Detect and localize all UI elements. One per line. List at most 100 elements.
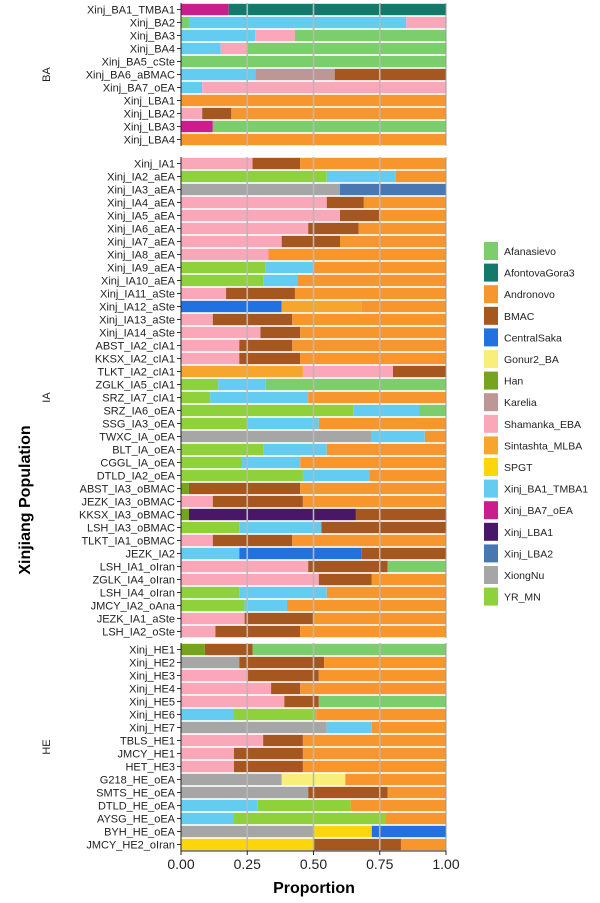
bar-segment-andronovo — [371, 721, 446, 734]
bar-segment-xinj-ba1-tmba1 — [181, 42, 221, 55]
bar-segment-andronovo — [316, 708, 446, 721]
bar-segment-xinj-ba1-tmba1 — [239, 586, 327, 599]
legend-label: Andronovo — [504, 289, 555, 301]
bar-segment-andronovo — [350, 799, 446, 812]
y-tick-label: Xinj_HE6 — [129, 710, 175, 722]
bar-segment-shamanka-eba — [181, 747, 234, 760]
bar-segment-andronovo — [326, 586, 446, 599]
bar-segment-bmac — [271, 682, 301, 695]
legend-label: Xinj_LBA2 — [504, 548, 553, 560]
y-tick-label: SSG_IA3_oEA — [102, 419, 175, 431]
panel-ba: Xinj_BA1_TMBA1Xinj_BA2Xinj_BA3Xinj_BA4Xi… — [41, 3, 447, 147]
y-tick-label: Xinj_LBA1 — [124, 96, 175, 108]
facet-label-he: HE — [41, 739, 53, 754]
y-tick-label: TBLS_HE1 — [120, 736, 175, 748]
bar-segment-shamanka-eba — [181, 760, 234, 773]
legend-key-sintashta-mlba — [484, 436, 498, 455]
bar-segment-andronovo — [268, 248, 446, 261]
bar-segment-xinj-lba2 — [340, 183, 446, 196]
bar-segment-centralsaka — [371, 825, 446, 838]
legend-key-centralsaka — [484, 328, 498, 347]
bar-segment-bmac — [308, 560, 388, 573]
legend-label: Shamanka_EBA — [504, 419, 581, 431]
bar-segment-yr-mn — [181, 391, 211, 404]
bar-segment-xinj-ba1-tmba1 — [326, 721, 372, 734]
y-tick-label: Xinj_IA4_aEA — [107, 198, 176, 210]
bar-segment-andronovo — [326, 443, 446, 456]
y-tick-label: HET_HE3 — [125, 762, 175, 774]
y-tick-label: AYSG_HE_oEA — [97, 814, 176, 826]
x-tick-label: 0.25 — [234, 856, 261, 872]
bar-segment-andronovo — [302, 760, 446, 773]
bar-segment-andronovo — [300, 625, 446, 638]
legend-label: SPGT — [504, 462, 533, 474]
bar-segment-xiongnu — [181, 656, 240, 669]
bar-segment-xinj-ba1-tmba1 — [265, 261, 314, 274]
bar-segment-bmac — [226, 287, 295, 300]
legend-key-gonur2-ba — [484, 350, 498, 368]
legend-label: Han — [504, 376, 523, 388]
legend-key-xinj-lba2 — [484, 544, 498, 563]
bar-segment-shamanka-eba — [181, 495, 213, 508]
bar-segment-centralsaka — [181, 300, 282, 313]
bar-segment-bmac — [244, 612, 314, 625]
y-tick-label: Xinj_HE2 — [129, 658, 175, 670]
bar-segment-xinj-ba7-oea — [181, 120, 213, 133]
bar-segment-shamanka-eba — [181, 352, 240, 365]
y-tick-label: SRZ_IA7_cIA1 — [102, 393, 175, 405]
y-tick-label: Xinj_HE1 — [129, 645, 175, 657]
bar-segment-andronovo — [231, 107, 446, 120]
bar-segment-shamanka-eba — [202, 81, 446, 94]
y-tick-label: JMCY_HE2_oIran — [86, 840, 175, 852]
bar-segment-shamanka-eba — [181, 157, 253, 170]
bar-segment-bmac — [313, 838, 401, 851]
y-tick-label: Xinj_IA5_aEA — [107, 211, 176, 223]
bar-segment-bmac — [252, 157, 301, 170]
bar-segment-andronovo — [292, 534, 446, 547]
bar-segment-bmac — [284, 695, 319, 708]
bar-segment-han — [181, 508, 189, 521]
bar-segment-andronovo — [300, 326, 446, 339]
bar-segment-xinj-ba1-tmba1 — [218, 378, 266, 391]
facet-label-ba: BA — [41, 67, 53, 82]
bar-segment-shamanka-eba — [181, 222, 309, 235]
y-tick-label: Xinj_IA7_aEA — [107, 237, 176, 249]
bar-segment-shamanka-eba — [181, 625, 216, 638]
chart-panels: Xinj_BA1_TMBA1Xinj_BA2Xinj_BA3Xinj_BA4Xi… — [41, 3, 447, 852]
bar-segment-yr-mn — [181, 378, 219, 391]
bar-segment-yr-mn — [181, 469, 303, 482]
bar-segment-afanasievo — [419, 404, 446, 417]
legend-label: Xinj_LBA1 — [504, 527, 553, 539]
bar-segment-shamanka-eba — [181, 287, 227, 300]
bar-segment-andronovo — [300, 482, 446, 495]
bar-segment-xinj-ba1-tmba1 — [181, 68, 256, 81]
panel-ia: Xinj_IA1Xinj_IA2_aEAXinj_IA3_aEAXinj_IA4… — [41, 157, 447, 639]
x-tick-label: 1.00 — [432, 856, 459, 872]
bar-segment-xinj-ba1-tmba1 — [241, 456, 301, 469]
bar-segment-afanasievo — [247, 42, 446, 55]
bar-segment-bmac — [334, 68, 446, 81]
bar-segment-xinj-ba1-tmba1 — [210, 391, 309, 404]
panel-he: Xinj_HE1Xinj_HE2Xinj_HE3Xinj_HE4Xinj_HE5… — [41, 643, 447, 852]
bar-segment-yr-mn — [257, 799, 351, 812]
bar-segment-shamanka-eba — [181, 339, 240, 352]
y-tick-label: Xinj_HE3 — [129, 671, 175, 683]
bar-segment-yr-mn — [181, 599, 245, 612]
bar-segment-bmac — [308, 786, 388, 799]
bar-segment-andronovo — [294, 287, 446, 300]
bar-segment-andronovo — [302, 495, 446, 508]
legend-label: Xinj_BA7_oEA — [504, 505, 573, 517]
y-tick-label: Xinj_HE7 — [129, 723, 175, 735]
bar-segment-yr-mn — [234, 812, 386, 825]
y-tick-label: CGGL_IA_oEA — [100, 458, 175, 470]
bar-segment-xinj-ba1-tmba1 — [244, 599, 287, 612]
bar-segment-bmac — [188, 482, 301, 495]
bar-segment-andronovo — [300, 456, 446, 469]
bar-segment-xiongnu — [181, 721, 327, 734]
bar-segment-bmac — [204, 643, 253, 656]
y-tick-label: KKSX_IA2_cIA1 — [95, 354, 175, 366]
y-tick-label: Xinj_HE4 — [129, 684, 175, 696]
bar-segment-bmac — [361, 547, 446, 560]
y-tick-label: G218_HE_oEA — [100, 775, 176, 787]
bar-segment-sintashta-mlba — [181, 365, 303, 378]
